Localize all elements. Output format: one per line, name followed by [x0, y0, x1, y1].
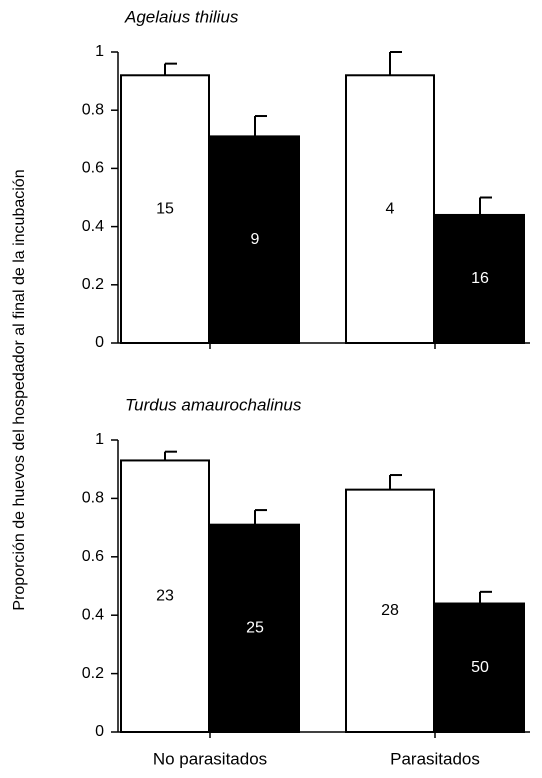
- bar: [345, 488, 435, 734]
- y-tick-label: 1: [95, 431, 104, 448]
- sample-size-label: 50: [471, 659, 489, 676]
- y-tick-label: 0.2: [82, 665, 104, 682]
- sample-size-label: 25: [246, 620, 264, 637]
- x-tick-label: Parasitados: [390, 749, 480, 768]
- sample-size-label: 23: [156, 587, 174, 604]
- bar: [345, 74, 435, 344]
- y-axis-label: Proporción de huevos del hospedador al f…: [11, 169, 28, 610]
- chart-title: Turdus amaurochalinus: [125, 395, 302, 414]
- bar: [210, 523, 300, 733]
- chart-title: Agelaius thilius: [124, 7, 239, 26]
- bar: [120, 74, 210, 344]
- y-tick-label: 0: [95, 334, 104, 351]
- y-tick-label: 0: [95, 723, 104, 740]
- y-tick-label: 0.2: [82, 276, 104, 293]
- y-tick-label: 0.8: [82, 490, 104, 507]
- bar: [435, 602, 525, 734]
- sample-size-label: 9: [251, 231, 260, 248]
- sample-size-label: 4: [386, 200, 395, 217]
- bar: [120, 459, 210, 733]
- bar: [210, 135, 300, 344]
- sample-size-label: 28: [381, 602, 399, 619]
- sample-size-label: 16: [471, 270, 489, 287]
- y-tick-label: 1: [95, 43, 104, 60]
- y-tick-label: 0.8: [82, 101, 104, 118]
- y-tick-label: 0.4: [82, 606, 104, 623]
- x-tick-label: No parasitados: [153, 749, 267, 768]
- y-tick-label: 0.4: [82, 218, 104, 235]
- bar: [435, 213, 525, 344]
- y-tick-label: 0.6: [82, 160, 104, 177]
- y-tick-label: 0.6: [82, 548, 104, 565]
- sample-size-label: 15: [156, 200, 174, 217]
